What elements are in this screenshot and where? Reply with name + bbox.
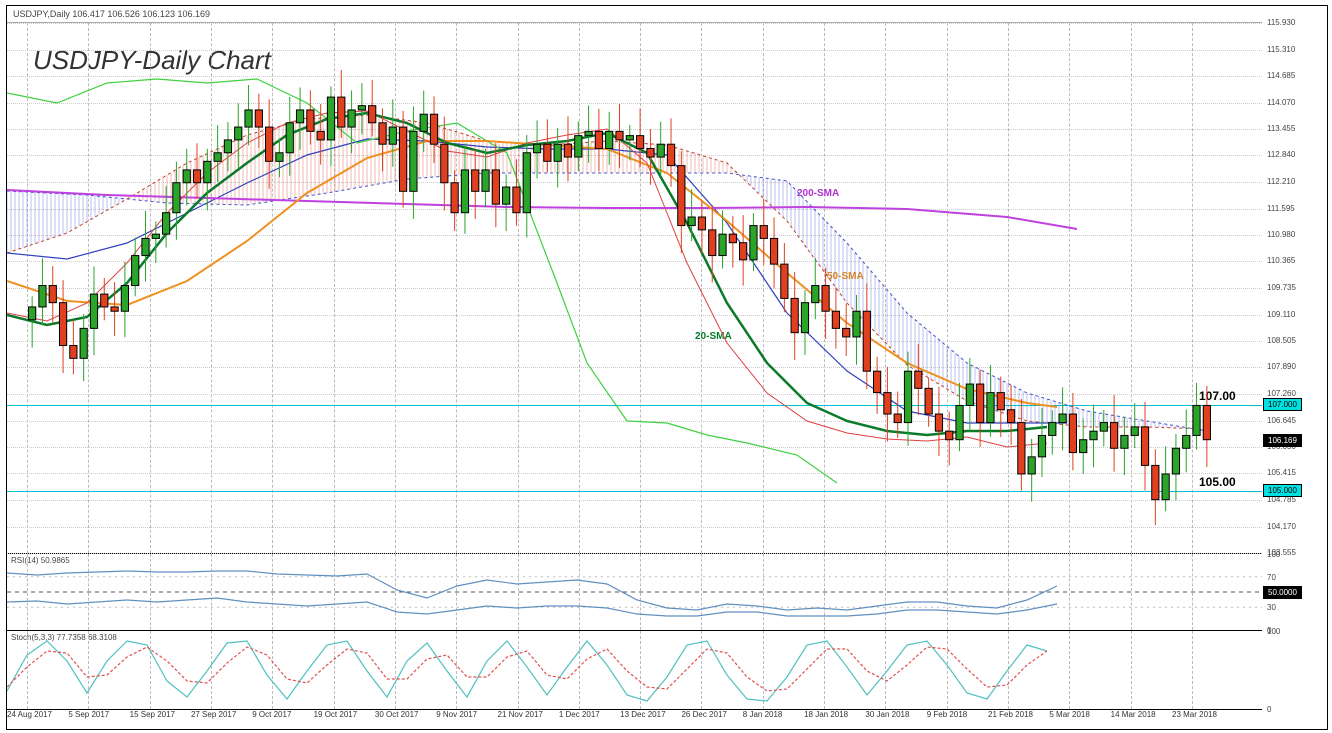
price-tick: 105.415 [1265, 468, 1327, 477]
price-tick: 110.980 [1265, 230, 1327, 239]
hline-pricebox: 105.000 [1263, 484, 1302, 497]
price-tick: 109.735 [1265, 283, 1327, 292]
date-label: 15 Sep 2017 [130, 710, 175, 719]
date-label: 14 Mar 2018 [1111, 710, 1156, 719]
price-tick: 112.840 [1265, 150, 1327, 159]
date-label: 26 Dec 2017 [681, 710, 726, 719]
date-label: 9 Oct 2017 [252, 710, 291, 719]
date-label: 5 Sep 2017 [68, 710, 109, 719]
price-tick: 112.210 [1265, 177, 1327, 186]
price-tick: 114.070 [1265, 98, 1327, 107]
date-label: 9 Feb 2018 [927, 710, 967, 719]
date-label: 9 Nov 2017 [436, 710, 477, 719]
price-panel[interactable]: USDJPY-Daily Chart 107.00105.00200-SMA50… [7, 22, 1262, 554]
price-tick: 107.890 [1265, 362, 1327, 371]
rsi-tick: 100 [1265, 550, 1327, 559]
date-label: 30 Jan 2018 [865, 710, 909, 719]
date-label: 23 Mar 2018 [1172, 710, 1217, 719]
stoch-tick: 100 [1265, 627, 1327, 636]
date-label: 21 Nov 2017 [498, 710, 543, 719]
price-tick: 111.595 [1265, 204, 1327, 213]
date-label: 8 Jan 2018 [743, 710, 783, 719]
date-label: 27 Sep 2017 [191, 710, 236, 719]
x-axis-dates: 24 Aug 2017 5 Sep 2017 15 Sep 2017 27 Sep 2… [7, 709, 1262, 729]
date-label: 13 Dec 2017 [620, 710, 665, 719]
stoch-tick: 0 [1265, 705, 1327, 714]
date-label: 1 Dec 2017 [559, 710, 600, 719]
rsi-tick: 70 [1265, 573, 1327, 582]
date-label: 18 Jan 2018 [804, 710, 848, 719]
date-label: 30 Oct 2017 [375, 710, 419, 719]
price-tick: 104.170 [1265, 522, 1327, 531]
symbol-ohlc-label: USDJPY,Daily 106.417 106.526 106.123 106… [7, 6, 1332, 22]
price-tick: 108.505 [1265, 336, 1327, 345]
date-label: 5 Mar 2018 [1049, 710, 1089, 719]
hline-pricebox: 107.000 [1263, 398, 1302, 411]
stochastic-panel[interactable]: Stoch(5,3,3) 77.7358 68.3108 [7, 631, 1262, 710]
date-label: 19 Oct 2017 [314, 710, 358, 719]
price-tick: 106.645 [1265, 416, 1327, 425]
price-tick: 115.310 [1265, 45, 1327, 54]
price-tick: 114.685 [1265, 71, 1327, 80]
chart-frame: USDJPY,Daily 106.417 106.526 106.123 106… [6, 5, 1328, 730]
rsi-panel[interactable]: RSI(14) 50.9865 [7, 554, 1262, 631]
price-tick: 115.930 [1265, 18, 1327, 27]
date-label: 21 Feb 2018 [988, 710, 1033, 719]
price-tick: 113.455 [1265, 124, 1327, 133]
rsi-tick: 30 [1265, 603, 1327, 612]
price-tick: 107.260 [1265, 389, 1327, 398]
rsi-mid-level: 50.0000 [1263, 586, 1302, 599]
current-price-box: 106.169 [1263, 434, 1302, 447]
date-label: 24 Aug 2017 [7, 710, 52, 719]
price-tick: 110.365 [1265, 256, 1327, 265]
price-tick: 109.110 [1265, 310, 1327, 319]
